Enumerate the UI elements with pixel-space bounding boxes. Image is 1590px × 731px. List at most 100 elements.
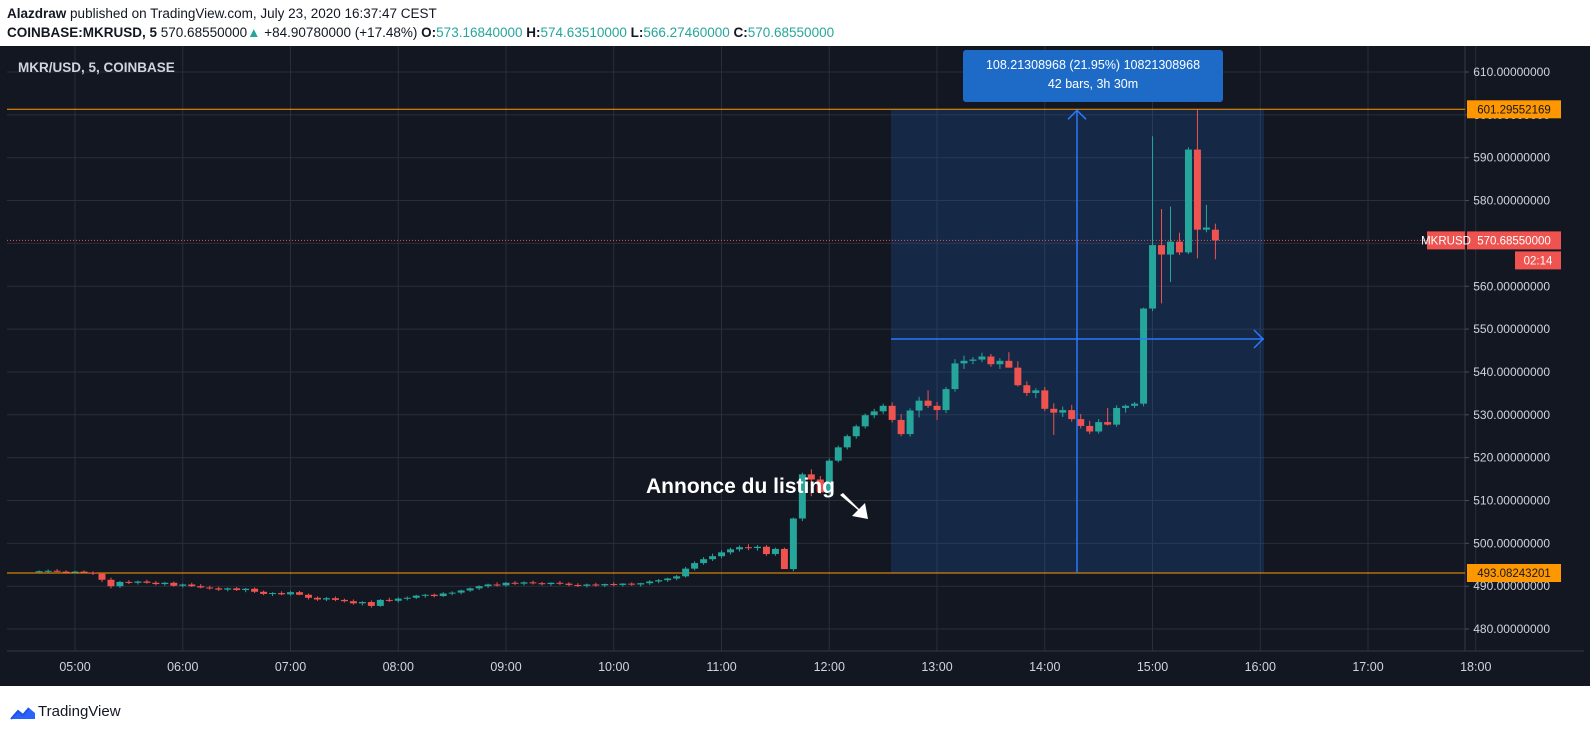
candle-body[interactable] — [1175, 241, 1183, 253]
candle-body[interactable] — [996, 360, 1004, 365]
candle-body[interactable] — [574, 584, 582, 586]
candle-body[interactable] — [1140, 308, 1148, 404]
candle-body[interactable] — [556, 582, 564, 584]
candle-body[interactable] — [682, 568, 690, 577]
candle-body[interactable] — [107, 579, 115, 587]
candle-body[interactable] — [278, 593, 286, 595]
candle-body[interactable] — [367, 602, 375, 606]
candle-body[interactable] — [260, 591, 268, 594]
candle-body[interactable] — [538, 583, 546, 585]
candle-body[interactable] — [646, 581, 654, 584]
candle-body[interactable] — [349, 601, 357, 604]
candle-body[interactable] — [53, 570, 61, 572]
candle-body[interactable] — [897, 419, 905, 435]
candle-body[interactable] — [331, 598, 339, 600]
candle-body[interactable] — [385, 599, 393, 601]
candle-body[interactable] — [305, 594, 312, 598]
candle-body[interactable] — [834, 447, 842, 461]
candle-body[interactable] — [170, 582, 178, 586]
candle-body[interactable] — [1041, 390, 1049, 409]
candle-body[interactable] — [780, 548, 788, 570]
candle-body[interactable] — [197, 586, 205, 588]
candle-body[interactable] — [718, 552, 726, 557]
candle-body[interactable] — [951, 363, 959, 390]
candle-body[interactable] — [71, 571, 79, 573]
candle-body[interactable] — [771, 548, 779, 555]
candle-body[interactable] — [1113, 407, 1121, 425]
candle-body[interactable] — [358, 602, 366, 604]
candle-body[interactable] — [322, 598, 330, 600]
candle-body[interactable] — [1158, 245, 1166, 255]
candle-body[interactable] — [1005, 360, 1013, 368]
candle-body[interactable] — [583, 584, 591, 586]
chart-area[interactable] — [7, 46, 1584, 686]
candle-body[interactable] — [1014, 367, 1022, 386]
candle-body[interactable] — [1202, 227, 1210, 230]
candle-body[interactable] — [888, 405, 896, 420]
candle-body[interactable] — [762, 546, 770, 555]
candle-body[interactable] — [35, 571, 43, 573]
candle-body[interactable] — [296, 592, 304, 595]
candle-body[interactable] — [134, 581, 142, 583]
candle-body[interactable] — [421, 594, 429, 596]
candle-body[interactable] — [215, 588, 223, 590]
candle-body[interactable] — [224, 588, 232, 590]
candle-body[interactable] — [1131, 403, 1139, 406]
candle-body[interactable] — [987, 356, 995, 365]
candle-body[interactable] — [969, 359, 977, 361]
candle-body[interactable] — [673, 576, 681, 579]
candle-body[interactable] — [807, 474, 815, 480]
candle-body[interactable] — [547, 582, 555, 585]
candle-body[interactable] — [466, 588, 474, 591]
candle-body[interactable] — [179, 584, 187, 586]
candle-body[interactable] — [287, 592, 295, 595]
candle-body[interactable] — [1122, 405, 1130, 408]
candle-body[interactable] — [601, 584, 609, 586]
candle-body[interactable] — [340, 599, 348, 602]
candle-body[interactable] — [520, 582, 528, 584]
candle-body[interactable] — [313, 597, 321, 600]
candle-body[interactable] — [628, 583, 636, 585]
candle-body[interactable] — [592, 584, 600, 586]
candle-body[interactable] — [825, 460, 833, 493]
candle-body[interactable] — [700, 559, 708, 564]
candle-body[interactable] — [915, 400, 923, 411]
candle-body[interactable] — [1032, 390, 1040, 393]
candle-body[interactable] — [709, 556, 717, 560]
candle-body[interactable] — [727, 549, 735, 553]
candle-body[interactable] — [664, 578, 672, 581]
candle-body[interactable] — [188, 584, 196, 587]
candle-body[interactable] — [161, 582, 169, 585]
candle-body[interactable] — [412, 595, 420, 598]
author-name[interactable]: Alazdraw — [7, 6, 67, 21]
candle-body[interactable] — [1095, 422, 1103, 432]
candle-body[interactable] — [736, 547, 743, 550]
candle-body[interactable] — [493, 584, 501, 586]
candle-body[interactable] — [861, 415, 869, 427]
candle-body[interactable] — [89, 572, 97, 574]
candle-body[interactable] — [1086, 425, 1094, 432]
candle-body[interactable] — [744, 547, 752, 549]
candle-body[interactable] — [610, 584, 618, 586]
candle-body[interactable] — [251, 588, 259, 592]
candle-body[interactable] — [1149, 245, 1157, 309]
candle-body[interactable] — [457, 590, 465, 593]
candle-body[interactable] — [206, 587, 214, 589]
candle-body[interactable] — [655, 580, 663, 582]
candle-body[interactable] — [978, 356, 986, 360]
candle-body[interactable] — [1023, 385, 1031, 393]
candle-body[interactable] — [448, 592, 456, 594]
candle-body[interactable] — [619, 583, 627, 585]
candle-body[interactable] — [98, 573, 106, 580]
candle-body[interactable] — [1184, 149, 1192, 253]
candle-body[interactable] — [1167, 241, 1174, 255]
candle-body[interactable] — [798, 474, 806, 519]
candle-body[interactable] — [80, 571, 88, 573]
candle-body[interactable] — [1050, 408, 1058, 413]
candle-body[interactable] — [394, 598, 402, 601]
candle-body[interactable] — [933, 405, 941, 411]
candle-body[interactable] — [511, 582, 519, 584]
candle-body[interactable] — [242, 588, 250, 591]
candle-body[interactable] — [879, 405, 887, 412]
